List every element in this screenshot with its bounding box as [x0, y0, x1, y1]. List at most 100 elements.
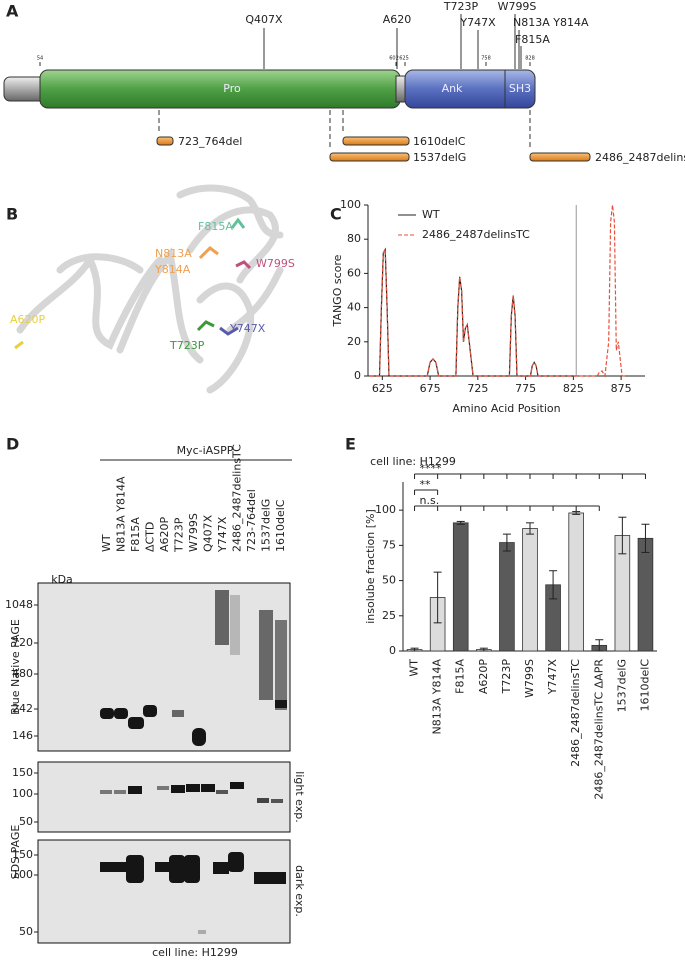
x-tick-label: 2486_2487delinsTC [569, 659, 582, 767]
domain-ank-sh3 [404, 69, 536, 109]
deletion-label: 1537delG [413, 151, 466, 164]
x-tick-label: Y747X [546, 659, 559, 696]
lane-label: A620P [158, 516, 171, 552]
x-tick-label: 875 [611, 382, 632, 395]
mutation-label: A620 [383, 13, 412, 26]
lane-label: 723-764del [245, 489, 258, 552]
gel-bands [100, 590, 287, 934]
marker-label: 720 [12, 636, 33, 649]
gel-native [37, 582, 291, 752]
x-tick-label: T723P [500, 659, 513, 695]
mutation-label: F815A [515, 33, 550, 46]
series-line [369, 204, 626, 378]
bar [452, 522, 469, 652]
gel-header: Myc-iASPP [177, 444, 234, 457]
position-label: 602 [389, 56, 399, 62]
marker-label: 50 [19, 925, 33, 938]
y-tick-label: 25 [382, 609, 396, 622]
bar [522, 528, 538, 652]
gel-sds-light [37, 761, 291, 833]
lane-label: ΔCTD [144, 522, 157, 552]
lane-label: F815A [129, 517, 142, 552]
position-label: 625 [399, 56, 409, 62]
x-tick-label: 725 [467, 382, 488, 395]
y-axis-label: insolube fraction [%] [364, 509, 377, 624]
position-label: 758 [481, 56, 491, 62]
y-tick-label: 40 [347, 301, 361, 314]
panel-letter: B [6, 205, 18, 224]
mutation-label: Y747X [459, 16, 496, 29]
y-tick-label: 75 [382, 538, 396, 551]
y-tick-label: 0 [354, 369, 361, 382]
mutation-label: N813A Y814A [513, 16, 589, 29]
x-tick-label: F815A [454, 659, 467, 694]
position-label: 54 [37, 56, 43, 62]
domain-pro [39, 69, 401, 109]
x-tick-label: 775 [515, 382, 536, 395]
gel-type-label: SDS PAGE [9, 825, 22, 880]
domain-label: Ank [442, 82, 463, 95]
marker-label: 150 [12, 766, 33, 779]
marker-label: 100 [12, 787, 33, 800]
marker-label: 242 [12, 702, 33, 715]
x-tick-label: 1610delC [638, 659, 651, 712]
significance-label: ** [420, 478, 432, 491]
gel-type-label: Blue Native PAGE [9, 619, 22, 715]
mutation-label: W799S [498, 0, 537, 13]
lane-label: T723P [173, 517, 186, 553]
marker-label: 146 [12, 729, 33, 742]
x-tick-label: 2486_2487delinsTC ΔAPR [592, 659, 605, 800]
deletion-label: 1610delC [413, 135, 466, 148]
marker-label: 1048 [5, 598, 33, 611]
residue-label: N813A [155, 247, 192, 260]
gel-sds-dark [37, 839, 291, 944]
panel-letter: E [345, 435, 356, 454]
y-tick-label: 60 [347, 266, 361, 279]
marker-label: 480 [12, 667, 33, 680]
significance-label: **** [420, 462, 443, 475]
deletion-label: 2486_2487delinsTC [595, 151, 685, 164]
mutation-label: Q407X [245, 13, 283, 26]
bar [568, 512, 584, 652]
legend-label: WT [422, 208, 440, 221]
lane-label: N813A Y814A [115, 476, 128, 552]
lane-label: Y747X [216, 516, 229, 553]
x-tick-label: WT [408, 659, 421, 677]
x-tick-label: A620P [477, 659, 490, 695]
marker-label: 150 [12, 848, 33, 861]
protein-ribbon [16, 184, 284, 394]
lane-label: 1610delC [274, 499, 287, 552]
deletion-label: 723_764del [178, 135, 242, 148]
lane-label: W799S [187, 513, 200, 552]
marker-label: 100 [12, 868, 33, 881]
deletion-bar [329, 152, 410, 162]
panel-a: A Q407X A620 T723P Y747X W799S N813A Y81… [3, 0, 685, 164]
panel-b: B F815A N813A Y814A W799S A620P T723P Y7… [6, 184, 295, 394]
residue-label: Y747X [229, 322, 266, 335]
bar [499, 542, 515, 652]
marker-label: 50 [19, 815, 33, 828]
x-tick-label: 825 [563, 382, 584, 395]
series-line [369, 247, 577, 377]
mutation-label: T723P [443, 0, 479, 13]
panel-letter: D [6, 435, 19, 454]
x-tick-label: 625 [372, 382, 393, 395]
deletion-bar [529, 152, 591, 162]
x-tick-label: N813A Y814A [431, 659, 444, 735]
deletion-bar [156, 136, 174, 146]
residue-label: F815A [198, 220, 233, 233]
y-tick-label: 100 [375, 503, 396, 516]
y-tick-label: 80 [347, 232, 361, 245]
panel-d: D Myc-iASPP kDa Blue Native PAGE SDS PAG… [6, 435, 306, 960]
panel-letter: A [6, 2, 19, 21]
legend-label: 2486_2487delinsTC [422, 228, 530, 241]
domain-label: SH3 [509, 82, 531, 95]
x-axis-label: Amino Acid Position [452, 402, 560, 415]
y-axis-label: TANGO score [331, 254, 344, 327]
significance-label: n.s. [420, 494, 440, 507]
residue-label: W799S [256, 257, 295, 270]
residue-label: A620P [10, 313, 46, 326]
domain-label: Pro [223, 82, 241, 95]
chart-title: cell line: H1299 [370, 455, 456, 468]
residue-label: Y814A [154, 263, 191, 276]
